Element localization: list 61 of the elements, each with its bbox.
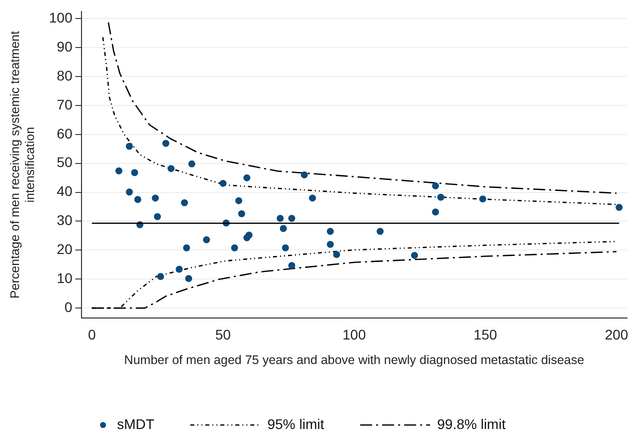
point [162, 140, 170, 147]
y-axis-title: Percentage of men receiving systemic treatment intensification [8, 30, 37, 299]
point [126, 142, 133, 150]
y-tick-label: 50 [56, 154, 73, 170]
point [288, 214, 296, 222]
y-tick-label: 20 [56, 241, 73, 258]
point [280, 224, 287, 232]
point [376, 228, 384, 235]
point [437, 194, 444, 201]
point [300, 171, 308, 178]
point [154, 213, 161, 220]
point [411, 252, 418, 259]
point [131, 169, 138, 176]
x-tick-label: 100 [342, 326, 366, 342]
x-axis-title: Number of men aged 75 years and above with newly diagnosed metastatic disease [124, 352, 584, 367]
point [479, 195, 486, 202]
legend-label: 95% limit [267, 416, 324, 432]
point [432, 208, 439, 216]
point [243, 234, 250, 242]
y-tick-label: 90 [56, 38, 73, 54]
y-tick-label: 10 [56, 270, 73, 286]
point [238, 210, 246, 218]
y-tick-label: 100 [49, 9, 73, 26]
point [308, 194, 316, 202]
point [157, 273, 164, 280]
legend-label: 99.8% limit [437, 416, 506, 432]
point [183, 244, 190, 252]
point [333, 251, 340, 258]
point [326, 240, 334, 248]
point [152, 194, 159, 202]
point [432, 182, 439, 190]
y-tick-label: 70 [56, 96, 73, 112]
point [243, 174, 250, 182]
point [231, 244, 238, 252]
point [288, 262, 296, 270]
point [185, 275, 192, 282]
point [126, 188, 133, 196]
point [168, 165, 175, 172]
legend-label: sMDT [117, 416, 155, 432]
point [235, 197, 242, 204]
y-tick-label: 0 [64, 298, 73, 315]
y-tick-label: 80 [56, 67, 73, 84]
point [180, 199, 188, 206]
x-tick-label: 50 [215, 326, 232, 342]
point [282, 244, 289, 252]
point [115, 167, 122, 174]
y-tick-label: 40 [56, 183, 73, 200]
point [220, 180, 227, 187]
point [134, 196, 142, 204]
line-series [108, 22, 618, 194]
x-tick-label: 200 [604, 326, 628, 342]
point [276, 214, 284, 222]
x-tick-label: 0 [88, 326, 96, 342]
point [326, 228, 334, 235]
y-tick-label: 30 [56, 212, 73, 228]
point [202, 236, 210, 244]
x-tick-label: 150 [474, 326, 498, 342]
point [176, 266, 183, 273]
point [616, 204, 623, 211]
y-tick-label: 60 [56, 125, 73, 142]
point [188, 160, 196, 168]
